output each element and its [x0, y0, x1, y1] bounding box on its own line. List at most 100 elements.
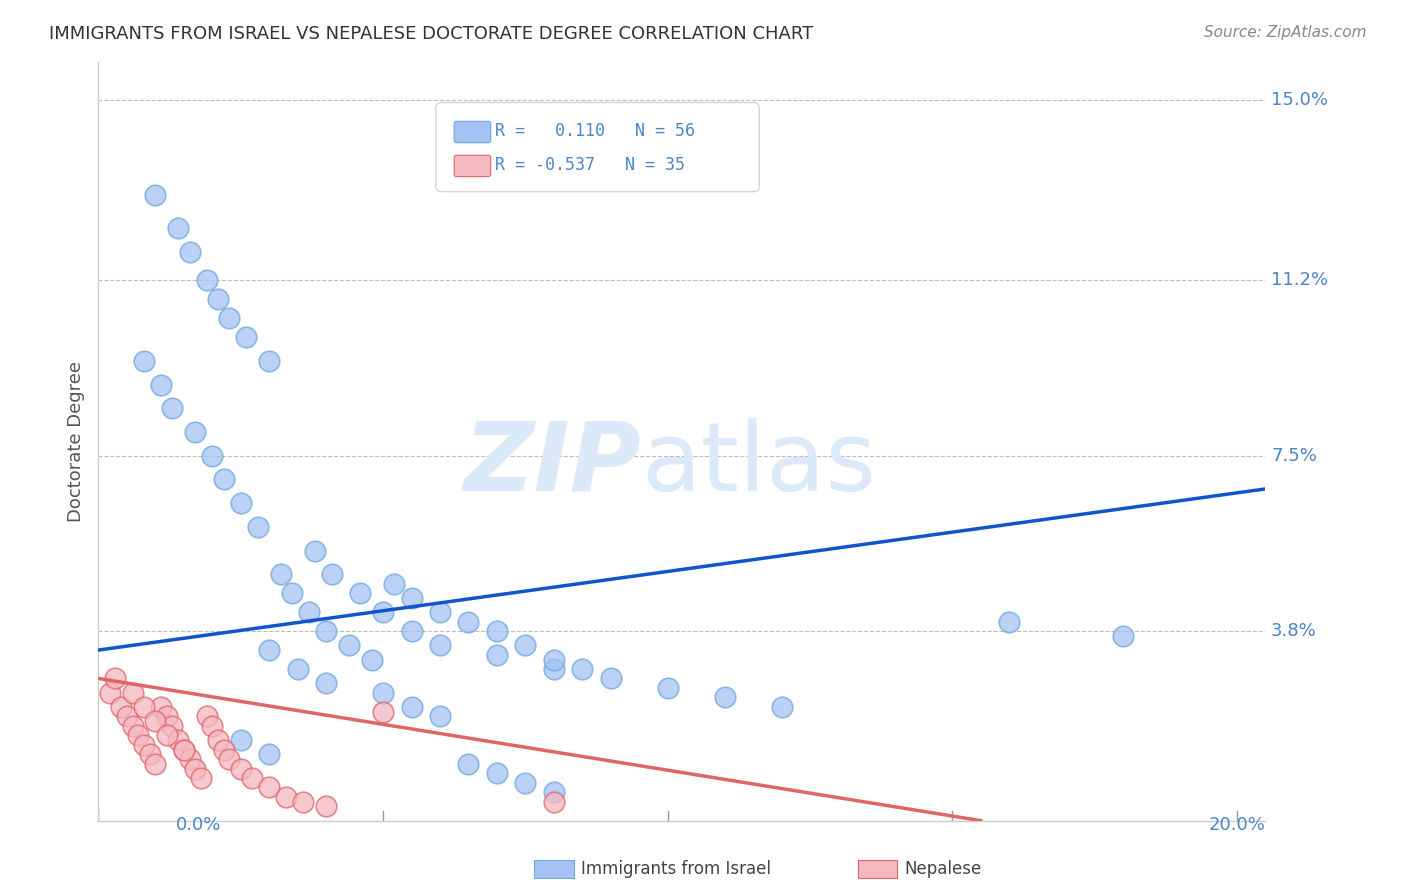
Point	[315, 799, 337, 814]
Point	[770, 699, 793, 714]
Point	[229, 733, 252, 747]
Point	[315, 624, 337, 639]
Point	[571, 662, 593, 676]
Point	[401, 591, 423, 605]
Text: R = -0.537   N = 35: R = -0.537 N = 35	[495, 156, 685, 174]
Point	[298, 605, 321, 619]
Text: 15.0%: 15.0%	[1271, 91, 1329, 110]
Point	[1112, 629, 1135, 643]
Point	[212, 742, 235, 756]
Point	[143, 188, 166, 202]
Point	[110, 699, 132, 714]
Point	[138, 747, 160, 762]
Point	[143, 756, 166, 771]
Text: Nepalese: Nepalese	[904, 860, 981, 878]
Point	[218, 311, 240, 326]
Point	[371, 686, 394, 700]
Point	[156, 728, 179, 742]
Point	[150, 377, 173, 392]
Point	[270, 567, 292, 582]
Point	[257, 354, 280, 368]
Point	[276, 789, 298, 804]
Text: 3.8%: 3.8%	[1271, 622, 1317, 640]
Point	[184, 762, 207, 776]
Text: atlas: atlas	[641, 417, 876, 511]
Point	[162, 401, 184, 416]
Point	[485, 648, 508, 662]
Point	[429, 709, 451, 723]
Text: 7.5%: 7.5%	[1271, 447, 1317, 465]
Text: Immigrants from Israel: Immigrants from Israel	[581, 860, 770, 878]
Point	[162, 719, 184, 733]
Point	[212, 473, 235, 487]
Point	[713, 690, 735, 705]
Point	[257, 780, 280, 795]
Point	[229, 762, 252, 776]
Point	[457, 615, 479, 629]
Point	[543, 662, 565, 676]
Point	[201, 719, 224, 733]
Point	[246, 520, 269, 534]
Point	[337, 638, 360, 652]
Point	[429, 605, 451, 619]
Point	[229, 496, 252, 510]
Point	[257, 747, 280, 762]
Point	[156, 709, 179, 723]
Point	[287, 662, 309, 676]
Point	[121, 686, 143, 700]
Point	[127, 728, 149, 742]
Text: IMMIGRANTS FROM ISRAEL VS NEPALESE DOCTORATE DEGREE CORRELATION CHART: IMMIGRANTS FROM ISRAEL VS NEPALESE DOCTO…	[49, 25, 814, 43]
Point	[104, 672, 127, 686]
Point	[121, 719, 143, 733]
Point	[240, 771, 263, 785]
Text: ZIP: ZIP	[463, 417, 641, 511]
Point	[190, 771, 212, 785]
Text: 0.0%: 0.0%	[176, 816, 221, 834]
Text: R =   0.110   N = 56: R = 0.110 N = 56	[495, 122, 695, 140]
Point	[207, 733, 229, 747]
Point	[485, 766, 508, 780]
Text: 20.0%: 20.0%	[1209, 816, 1265, 834]
Point	[657, 681, 679, 695]
Point	[998, 615, 1021, 629]
Point	[401, 624, 423, 639]
Point	[173, 742, 195, 756]
Point	[543, 795, 565, 809]
Point	[371, 605, 394, 619]
Point	[315, 676, 337, 690]
Point	[132, 699, 155, 714]
Point	[429, 638, 451, 652]
Point	[599, 672, 621, 686]
Y-axis label: Doctorate Degree: Doctorate Degree	[66, 361, 84, 522]
Point	[207, 293, 229, 307]
Point	[304, 543, 326, 558]
Point	[195, 709, 218, 723]
Point	[235, 330, 257, 344]
Point	[515, 638, 537, 652]
Point	[201, 449, 224, 463]
Point	[150, 699, 173, 714]
Text: Source: ZipAtlas.com: Source: ZipAtlas.com	[1204, 25, 1367, 40]
Text: 11.2%: 11.2%	[1271, 271, 1329, 289]
Point	[457, 756, 479, 771]
Point	[485, 624, 508, 639]
Point	[184, 425, 207, 439]
Point	[349, 586, 371, 600]
Point	[281, 586, 304, 600]
Point	[98, 686, 121, 700]
Point	[218, 752, 240, 766]
Point	[115, 709, 138, 723]
Point	[360, 652, 382, 666]
Point	[179, 752, 201, 766]
Point	[132, 738, 155, 752]
Point	[371, 705, 394, 719]
Point	[543, 785, 565, 799]
Point	[401, 699, 423, 714]
Point	[543, 652, 565, 666]
Point	[179, 244, 201, 259]
Point	[384, 576, 406, 591]
Point	[515, 776, 537, 790]
Point	[292, 795, 315, 809]
Point	[173, 742, 195, 756]
Point	[195, 273, 218, 287]
